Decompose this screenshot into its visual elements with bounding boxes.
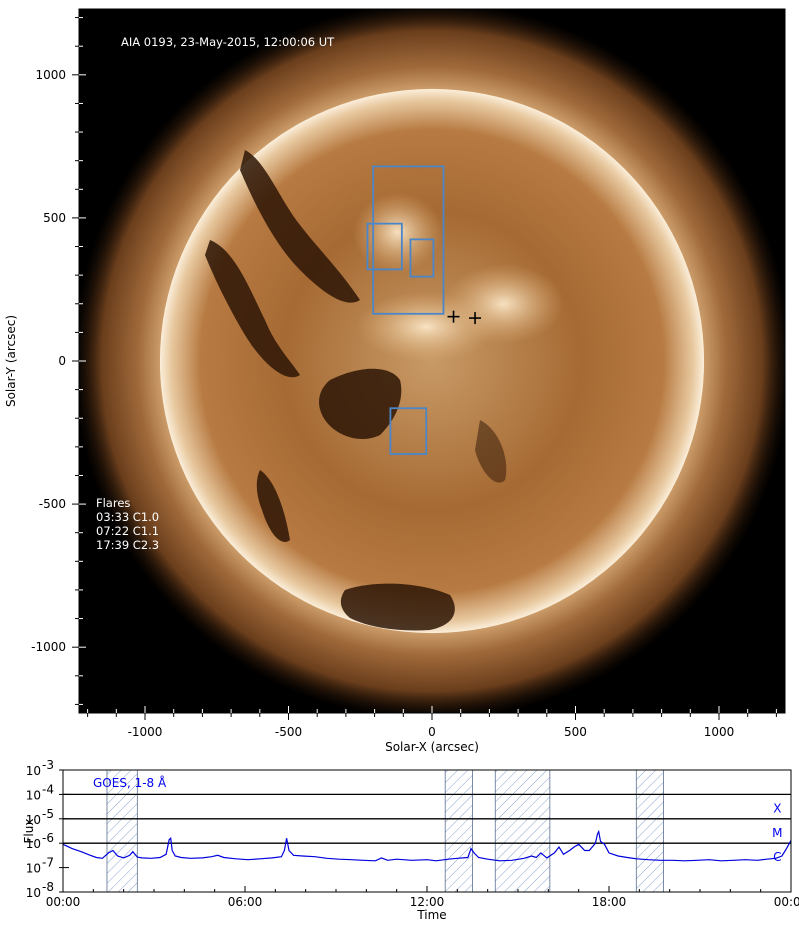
goes-x-tick-label: 06:00	[228, 895, 263, 909]
region-box	[389, 407, 428, 455]
goes-y-axis-label: Flux	[22, 819, 36, 844]
goes-panel: XMC 10-310-410-510-610-710-8 00:00 06:00 1…	[22, 758, 799, 922]
goes-x-tick-label: 00:00	[46, 895, 81, 909]
hatched-interval	[106, 770, 138, 892]
flares-list: Flares 03:33 C1.0 07:22 C1.1 17:39 C2.3	[96, 496, 159, 552]
goes-y-tick-label: 10	[26, 813, 41, 827]
flares-header: Flares	[96, 496, 130, 510]
goes-y-tick-exponent: -3	[42, 758, 54, 772]
hatched-interval	[444, 770, 473, 892]
goes-x-tick-label: 00:00	[774, 895, 799, 909]
hatched-interval	[494, 770, 551, 892]
goes-series-label: GOES, 1-8 Å	[93, 775, 167, 790]
y-tick-label: 0	[58, 354, 66, 368]
goes-y-tick-label: 10	[26, 764, 41, 778]
goes-y-tick-exponent: -7	[42, 856, 54, 870]
region-box	[409, 238, 435, 278]
region-box	[372, 165, 445, 315]
y-tick-label: 500	[43, 211, 66, 225]
goes-y-tick-exponent: -4	[42, 782, 54, 796]
goes-flux-line	[63, 829, 791, 862]
class-level-label: M	[772, 826, 782, 840]
goes-x-axis-label: Time	[416, 908, 446, 922]
goes-x-tick-label: 12:00	[410, 895, 445, 909]
goes-y-tick-label: 10	[26, 837, 41, 851]
goes-y-tick-exponent: -5	[42, 807, 54, 821]
goes-y-tick-label: 10	[26, 862, 41, 876]
x-tick-label: -1000	[128, 725, 163, 739]
flare-entry: 03:33 C1.0	[96, 510, 159, 524]
goes-background	[63, 770, 791, 892]
goes-x-tick-label: 18:00	[592, 895, 627, 909]
x-tick-label: 500	[564, 725, 587, 739]
image-y-axis-label: Solar-Y (arcsec)	[4, 315, 18, 407]
active-region-brightening	[352, 192, 443, 273]
coronal-holes	[205, 150, 507, 631]
goes-y-tick-exponent: -8	[42, 880, 54, 894]
x-tick-label: -500	[275, 725, 302, 739]
goes-y-tick-label: 10	[26, 886, 41, 900]
x-tick-label: 1000	[704, 725, 735, 739]
image-x-axis-label: Solar-X (arcsec)	[385, 740, 479, 754]
goes-y-tick-label: 10	[26, 788, 41, 802]
class-level-label: X	[773, 801, 781, 815]
image-title: AIA 0193, 23-May-2015, 12:00:06 UT	[121, 35, 335, 49]
y-tick-label: 1000	[35, 68, 66, 82]
flare-marker	[447, 310, 460, 323]
flare-entry: 07:22 C1.1	[96, 524, 159, 538]
goes-y-tick-exponent: -6	[42, 831, 54, 845]
y-tick-label: -500	[39, 497, 66, 511]
region-box	[366, 222, 403, 271]
x-tick-label: 0	[428, 725, 436, 739]
flare-entry: 17:39 C2.3	[96, 538, 159, 552]
hatched-interval	[635, 770, 664, 892]
solar-image-panel: -1000 -500 0 500 1000 1000 500 0 -500 -1000 AIA …	[4, 8, 786, 754]
flare-marker	[469, 312, 482, 325]
y-tick-label: -1000	[31, 640, 66, 654]
active-region-brightening	[443, 263, 564, 344]
